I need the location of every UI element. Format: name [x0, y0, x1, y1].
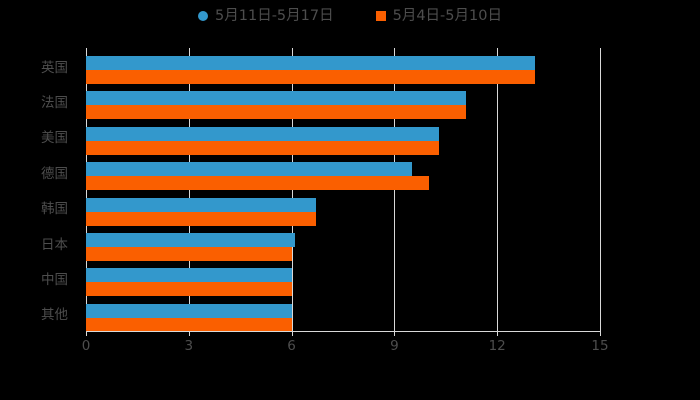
- bar-group: [86, 154, 600, 191]
- gridline-12: [497, 48, 499, 331]
- legend-label-series-0: 5月11日-5月17日: [215, 7, 334, 24]
- chart-legend: 5月11日-5月17日 5月4日-5月10日: [0, 0, 700, 32]
- bar[interactable]: [86, 105, 467, 120]
- bar-group: [86, 83, 600, 120]
- gridline-15: [600, 48, 601, 331]
- bar[interactable]: [86, 211, 316, 226]
- bar[interactable]: [86, 91, 467, 106]
- bar[interactable]: [86, 317, 292, 332]
- y-axis-label: 日本: [41, 236, 68, 253]
- bar[interactable]: [86, 303, 292, 318]
- bar-group: [86, 225, 600, 261]
- x-tick-label: 6: [287, 338, 296, 354]
- legend-square-marker-icon: [375, 11, 386, 21]
- bar[interactable]: [86, 176, 429, 191]
- legend-item-series-0[interactable]: 5月11日-5月17日: [198, 7, 334, 24]
- y-axis-label: 中国: [41, 271, 68, 288]
- y-axis-label: 其他: [41, 307, 68, 324]
- bar[interactable]: [86, 70, 535, 84]
- x-tick-mark: [188, 331, 190, 336]
- bar[interactable]: [86, 246, 292, 261]
- bar-group: [86, 119, 600, 155]
- x-tick-mark: [291, 331, 293, 336]
- y-axis-label: 法国: [41, 95, 68, 112]
- bar[interactable]: [86, 56, 535, 70]
- y-axis-label: 德国: [41, 165, 68, 182]
- y-axis-label: 韩国: [41, 201, 68, 218]
- x-tick-mark: [394, 331, 396, 336]
- x-axis-line: [86, 331, 601, 332]
- bar[interactable]: [86, 282, 292, 297]
- bar[interactable]: [86, 126, 439, 141]
- y-axis-label: 英国: [41, 59, 68, 76]
- plot-area: [86, 48, 601, 332]
- x-tick-label: 3: [184, 338, 194, 354]
- x-tick-label: 0: [81, 338, 91, 354]
- x-tick-label: 12: [488, 338, 506, 354]
- bar-group: [86, 296, 600, 332]
- bar[interactable]: [86, 140, 439, 155]
- y-axis-category-labels: 英国法国美国德国韩国日本中国其他: [0, 48, 78, 331]
- bar[interactable]: [86, 232, 296, 247]
- x-tick-label: 9: [390, 338, 399, 354]
- x-tick-label: 15: [591, 338, 609, 354]
- bar[interactable]: [86, 268, 292, 283]
- bar[interactable]: [86, 162, 412, 177]
- x-tick-mark: [497, 331, 499, 336]
- bar-group: [86, 190, 600, 226]
- legend-label-series-1: 5月4日-5月10日: [392, 7, 502, 24]
- x-tick-mark: [600, 331, 601, 336]
- legend-circle-marker-icon: [198, 11, 209, 21]
- bar-group: [86, 48, 600, 84]
- bar-rows: [86, 48, 600, 332]
- y-axis-label: 美国: [41, 130, 68, 147]
- legend-item-series-1[interactable]: 5月4日-5月10日: [375, 7, 502, 24]
- bar[interactable]: [86, 197, 316, 212]
- bar-group: [86, 260, 600, 297]
- x-tick-mark: [86, 331, 87, 336]
